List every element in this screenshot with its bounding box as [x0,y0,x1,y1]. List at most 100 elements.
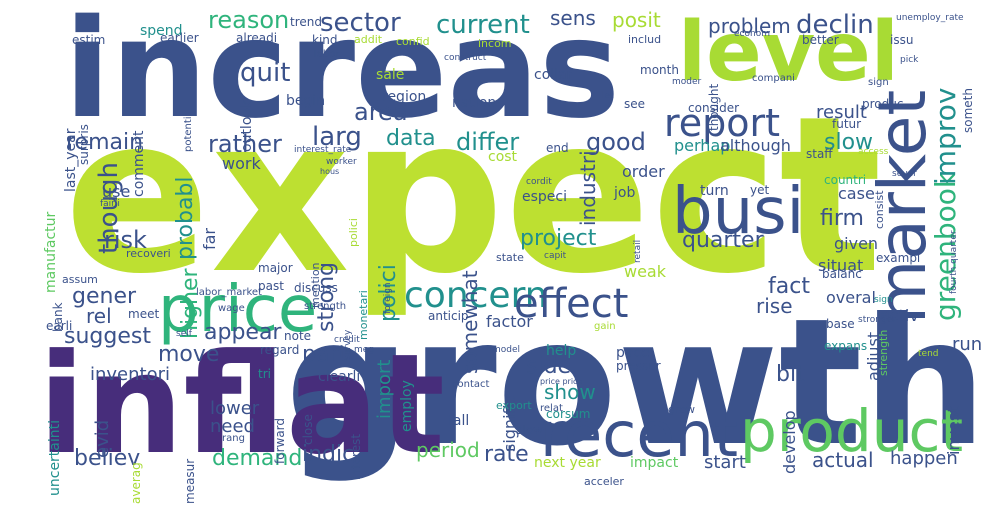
word-surpris: surpris [77,124,91,165]
word-report: report [664,101,781,145]
word-earli: earli [46,319,73,333]
word-weak: weak [624,262,666,281]
word-cost: cost [488,149,518,165]
word-month: month [640,63,679,77]
word-clearli: clearli [318,369,361,385]
word-yet: yet [750,183,770,197]
word-produc: produc [862,97,904,111]
word-demand: demand [212,446,303,471]
word-trend: trend [290,15,322,29]
word-rise: rise [756,294,793,318]
word-see: see [624,97,646,111]
word-survey: survey [343,329,353,360]
word-effect: effect [514,281,629,327]
word-labor: labor [314,49,340,60]
word-remain: remain [66,130,144,155]
word-rate: rate [484,442,529,467]
word-countri: countri [824,173,867,187]
word-project: project [520,226,597,251]
word-need: need [210,416,255,437]
word-consider: consider [688,101,740,115]
word-sign-small: sign [874,295,893,305]
word-accelor: acceler [584,475,624,488]
word-rang: rang [222,433,245,444]
word-show: show [544,380,596,404]
word-period: period [416,438,480,462]
word-rather: rather [208,130,282,158]
word-price: price [158,273,318,347]
word-believ: believ [74,446,141,471]
word-incom: incom [478,37,512,50]
word-past: past [258,279,284,293]
word-cordit: cordit [526,177,552,187]
word-relat: relat [540,403,563,414]
word-activ: activ [880,306,919,325]
word-although: although [720,136,791,155]
word-retail: retail [633,239,643,263]
word-appear: appear [204,320,282,345]
word-bit: bit [776,362,805,387]
word-gener: gener [72,284,137,309]
word-end: end [546,141,569,155]
word-wage: wage [218,303,245,314]
word-unemploy-rate: unemploy_rate [896,13,964,23]
word-factor: factor [486,312,533,331]
word-reason: reason [208,6,290,34]
word-averag: averag [129,462,143,504]
word-slow: slow [824,130,874,155]
word-move: move [158,342,220,367]
word-thought: thought [707,83,721,131]
word-indic: indic [302,442,355,467]
word-compani: compani [752,73,795,84]
word-outlook: outlook [239,99,255,152]
word-note: note [284,329,312,343]
word-area: area [354,98,408,126]
word-industri: industri [576,150,600,226]
word-export: export [496,399,532,412]
word-job: job [614,185,636,201]
word-use: use [102,182,131,201]
word-tend: tend [918,349,939,359]
word-monetari: monetari [357,290,370,340]
word-current: current [436,10,530,40]
word-run: run [952,334,983,355]
word-discuss: discuss [294,281,338,295]
word-collar: collar [534,67,573,83]
word-exampl: exampl [876,251,921,265]
word-balanc: balanc [822,267,862,281]
word-product: product [740,397,964,465]
word-declin: declin [796,10,874,40]
word-potenti: potenti [183,116,194,152]
word-construct: construct [444,53,487,63]
word-quit: quit [240,58,291,88]
word-consist: consist [873,190,886,229]
word-level: level [678,5,899,100]
word-result: result [816,102,867,123]
word-happen: happen [890,448,958,469]
word-includ: includ [628,33,662,46]
word-rel: rel [86,304,112,328]
word-anticip: anticip [428,309,469,323]
word-mention: mention [309,262,322,308]
word-improv: improv [929,87,962,185]
word-especi: especi [522,189,567,205]
word-fairli: fairli [100,199,120,209]
word-measur: measur [183,458,197,504]
word-nation: nation [452,95,497,111]
word-tri: tri [258,367,271,381]
word-side: side [526,354,572,379]
word-slow-small: slow [516,423,543,437]
word-addit: addit [354,33,383,46]
word-corsum: corsum [546,407,591,421]
word-lower: lower [210,398,260,419]
word-invest: invest [944,406,963,455]
word-sever: sever [892,169,917,179]
word-last-year: last_year [63,128,79,193]
word-impact: impact [630,455,679,471]
word-issu: issu [890,33,914,47]
word-turn: turn [700,183,729,199]
word-inventori: inventori [90,364,171,385]
word-problem: problem [708,14,791,38]
word-order: order [622,162,665,181]
word-state: state [496,251,524,264]
